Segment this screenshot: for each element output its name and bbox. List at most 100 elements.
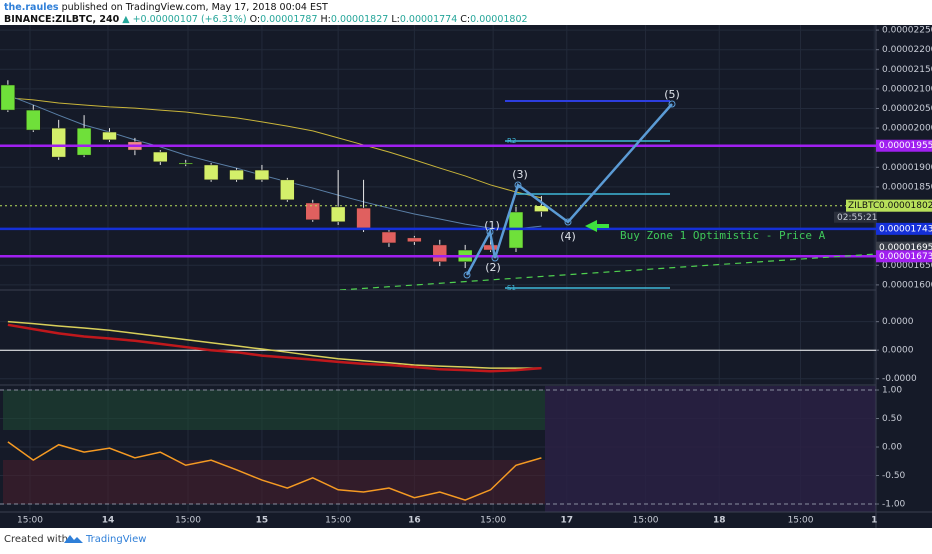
y-tick-label: 0.00002250	[882, 26, 932, 36]
y-tick-label: 0.00002050	[882, 104, 932, 114]
y-tick-label: 1.00	[882, 386, 902, 396]
indicator-line	[7, 323, 542, 373]
footer-text: Created with	[4, 534, 68, 545]
wave-point	[514, 181, 522, 189]
wave-point	[463, 271, 471, 279]
candle-body	[280, 179, 295, 201]
x-tick-label: 17	[561, 516, 574, 526]
published: published on TradingView.com, May 17, 20…	[62, 2, 328, 13]
candle-body	[51, 127, 66, 158]
x-tick-label: 15:00	[17, 516, 43, 526]
x-tick-label: 18	[713, 516, 726, 526]
candle-body	[483, 244, 498, 251]
candle-body	[0, 84, 16, 111]
price-axis: 15:00 14 15:00 15 15:00 16 15:00 17 15:00 18 15:00…	[17, 26, 932, 526]
ohlc-key: C:	[460, 14, 470, 25]
candle-body	[153, 151, 168, 163]
x-tick-label: 15:00	[633, 516, 659, 526]
symbol: BINANCE:ZILBTC, 240	[4, 14, 120, 25]
y-tick-label: 0.00001850	[882, 182, 932, 192]
candle-body	[330, 206, 346, 223]
countdown: 02:55:21	[837, 213, 877, 223]
candle-body	[26, 109, 41, 131]
header-line: the.raules published on TradingView.com,…	[4, 2, 328, 13]
price-label: 0.00001955	[879, 141, 932, 151]
wave-label: (4)	[560, 230, 576, 243]
wave-point	[491, 254, 499, 262]
symbol-label-bg	[846, 199, 876, 212]
price-label-bg	[876, 199, 932, 212]
ohlc-value: 0.00001787	[260, 14, 317, 25]
author: the.raules	[4, 2, 59, 13]
y-tick-label: -0.0000	[882, 374, 917, 384]
wave-label: (5)	[664, 88, 680, 101]
pivot-label: R2	[507, 137, 516, 145]
future-zone	[545, 386, 876, 512]
price-label-bg	[876, 250, 932, 263]
upper-band	[3, 390, 545, 430]
candle-body	[76, 127, 92, 156]
x-tick-label: 15:00	[480, 516, 506, 526]
x-tick-label: 1	[871, 516, 877, 526]
candle-body	[178, 162, 193, 165]
x-tick-label: 15	[256, 516, 269, 526]
brand-logo	[64, 535, 83, 543]
y-tick-label: 0.00002150	[882, 65, 932, 75]
marks	[0, 80, 876, 505]
symbol-label: ZILBTC	[848, 201, 879, 211]
price-label: 0.00001802	[879, 201, 932, 211]
ohlc-value: 0.00001827	[331, 14, 388, 25]
wave-point	[668, 100, 676, 108]
moving-average	[7, 97, 542, 199]
wave-path	[465, 103, 673, 276]
y-tick-label: 0.00001600	[882, 280, 932, 290]
indicator-line	[7, 441, 542, 501]
ohlc-key: H:	[321, 14, 331, 25]
lower-band	[3, 460, 545, 504]
moving-average	[7, 94, 542, 230]
price-label-bg	[876, 139, 932, 152]
change: ▲ +0.00000107 (+6.31%)	[122, 14, 246, 25]
buy-zone-label: Buy Zone 1 Optimistic - Price A	[620, 229, 826, 242]
candle-body	[305, 202, 320, 221]
candle-body	[229, 169, 244, 181]
y-tick-label: 0.0000	[882, 317, 914, 327]
symbol-line: BINANCE:ZILBTC, 240 ▲ +0.00000107 (+6.31…	[4, 14, 528, 25]
pivot-label: S1	[507, 284, 516, 292]
footer-bg	[0, 528, 932, 550]
x-tick-label: 15:00	[175, 516, 201, 526]
candle-body	[432, 244, 448, 263]
x-tick-label: 15:00	[788, 516, 814, 526]
price-label: 0.00001673	[879, 252, 932, 262]
wave-label: (3)	[512, 168, 528, 181]
y-tick-label: 0.00	[882, 443, 902, 453]
price-label: 0.00001743	[879, 224, 932, 234]
trend-line	[339, 253, 876, 290]
x-tick-label: 14	[102, 516, 115, 526]
countdown-bg	[834, 211, 876, 223]
y-tick-label: 0.00002200	[882, 45, 932, 55]
y-tick-label: 0.0000	[882, 346, 914, 356]
arrow	[585, 220, 609, 232]
ohlc-key: L:	[391, 14, 400, 25]
candle-body	[102, 131, 117, 141]
y-tick-label: -0.50	[882, 471, 906, 481]
ohlc-value: 0.00001802	[470, 14, 527, 25]
candle-body	[203, 164, 219, 181]
wave-label: (1)	[484, 219, 500, 232]
indicator-line	[7, 320, 542, 369]
candle-body	[254, 169, 270, 181]
header-bg	[0, 0, 932, 25]
x-tick-label: 15:00	[325, 516, 351, 526]
y-tick-label: 0.00001650	[882, 261, 932, 271]
y-tick-label: 0.00002100	[882, 84, 932, 94]
price-label: 0.00001695	[879, 243, 932, 253]
wave-point	[564, 218, 572, 226]
brand: TradingView	[85, 534, 146, 545]
y-tick-label: 0.00002000	[882, 124, 932, 134]
x-tick-label: 16	[408, 516, 421, 526]
wave-label: (2)	[485, 261, 501, 274]
wave-point	[486, 228, 494, 236]
